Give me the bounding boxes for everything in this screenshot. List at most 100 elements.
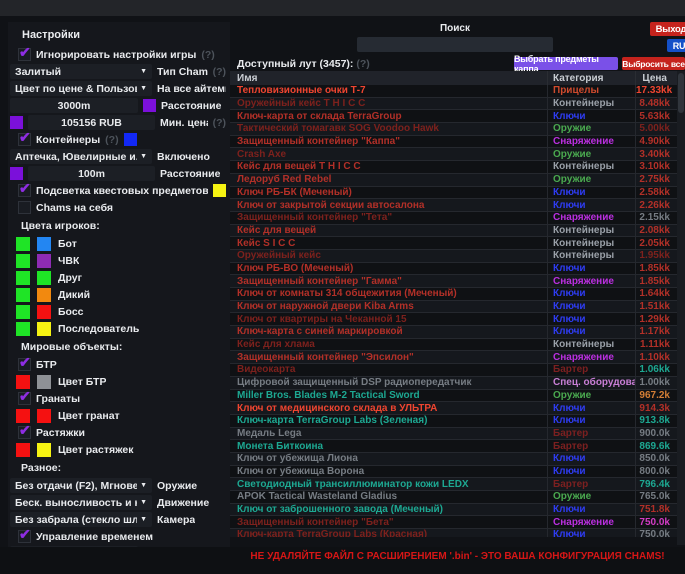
column-header-category[interactable]: Категория — [547, 71, 635, 85]
loot-row[interactable]: Miller Bros. Blades M-2 Tactical Sword Ор… — [230, 389, 677, 403]
color-boss-swatch-1[interactable] — [16, 304, 30, 319]
min-price-color-swatch[interactable] — [10, 116, 23, 129]
tripwires-checkbox[interactable]: ✔ — [18, 422, 31, 439]
chams-type-select[interactable]: Залитый ▼ — [10, 64, 152, 79]
color-scav-swatch-2[interactable] — [37, 287, 51, 302]
item-name-cell: Тактический томагавк SOG Voodoo Hawk — [237, 123, 439, 135]
color-btr-swatch-1[interactable] — [16, 374, 30, 389]
loot-row[interactable]: APOK Tactical Wasteland Gladius Оружие 765… — [230, 491, 677, 504]
movement-mods-select[interactable]: Беск. выносливость и нет уста▼ — [10, 495, 152, 510]
loot-row[interactable]: Ключ-карта с синей маркировкой Ключи 1.17k… — [230, 326, 677, 339]
items-distance-color-swatch[interactable] — [143, 99, 156, 112]
column-header-name[interactable]: Имя — [237, 72, 258, 84]
time-control-checkbox[interactable]: ✔ — [18, 526, 31, 543]
loot-row[interactable]: Ключ от комнаты 314 общежития (Меченый) К… — [230, 288, 677, 301]
grenades-checkbox[interactable]: ✔ — [18, 388, 31, 405]
loot-row[interactable]: Видеокарта Бартер 1.06kk — [230, 364, 677, 377]
scrollbar-thumb[interactable] — [678, 73, 684, 113]
loot-row[interactable]: Ключ от наружной двери Kiba Arms Ключи 1.5… — [230, 300, 677, 314]
loot-row[interactable]: Ключ от медицинского склада в УЛЬТРА Ключ… — [230, 402, 677, 415]
item-name-cell: Медаль Lega — [237, 427, 302, 439]
camera-mods-select[interactable]: Без забрала (стекло шлема)▼ — [10, 512, 152, 527]
item-name-cell: Защищенный контейнер "Каппа" — [237, 136, 400, 148]
quest-items-highlight-color-swatch[interactable] — [213, 184, 226, 197]
color-grenades-swatch-1[interactable] — [16, 408, 30, 423]
search-input[interactable] — [357, 37, 553, 52]
loot-row[interactable]: Защищенный контейнер "Тета" Снаряжение 2.1… — [230, 211, 677, 225]
color-bot-swatch-1[interactable] — [16, 236, 30, 251]
color-boss-swatch-2[interactable] — [37, 304, 51, 319]
loot-row[interactable]: Ключ от заброшенного завода (Меченый) Клю… — [230, 503, 677, 517]
loot-row[interactable]: Ключ от убежища Лиона Ключи 850.0k — [230, 452, 677, 466]
color-pmc-swatch-2[interactable] — [37, 253, 51, 268]
select-kappa-items-button[interactable]: Выбрать предметы каппа — [514, 54, 618, 74]
min-price-input[interactable]: 105156 RUB — [28, 115, 155, 130]
loot-row[interactable]: Ключ РБ-ВО (Меченый) Ключи 1.85kk — [230, 262, 677, 276]
loot-row[interactable]: Ключ от закрытой секции автосалона Ключи 2… — [230, 199, 677, 212]
quest-items-highlight-checkbox[interactable]: ✔ — [18, 180, 31, 197]
loot-row[interactable]: Медаль Lega Бартер 900.0k — [230, 427, 677, 441]
color-scav-swatch-1[interactable] — [16, 287, 30, 302]
loot-row[interactable]: Монета Биткоина Бартер 869.6k — [230, 440, 677, 453]
color-boss-label: Босс — [58, 305, 84, 318]
loot-row[interactable]: Защищенный контейнер "Эпсилон" Снаряжение… — [230, 351, 677, 365]
color-tripwires-swatch-2[interactable] — [37, 442, 51, 457]
color-follower-swatch-2[interactable] — [37, 321, 51, 336]
items-distance-label: Расстояние — [161, 99, 222, 112]
loot-row[interactable]: Ключ от квартиры на Чеканной 15 Ключи 1.29… — [230, 313, 677, 327]
loot-row[interactable]: Оружейный кейс Контейнеры 1.95kk — [230, 249, 677, 263]
color-friend-swatch-2[interactable] — [37, 270, 51, 285]
loot-row[interactable]: Кейс S I C C Контейнеры 2.05kk — [230, 237, 677, 250]
table-scrollbar[interactable] — [677, 71, 685, 545]
loot-row[interactable]: Кейс для хлама Контейнеры 1.11kk — [230, 338, 677, 352]
items-distance-input[interactable]: 3000m — [10, 98, 138, 113]
color-btr-swatch-2[interactable] — [37, 374, 51, 389]
loot-row[interactable]: Защищенный контейнер "Бета" Снаряжение 750… — [230, 516, 677, 530]
loot-row[interactable]: Ключ от убежища Ворона Ключи 800.0k — [230, 465, 677, 479]
color-pmc-swatch-1[interactable] — [16, 253, 30, 268]
item-category-cell: Оружие — [547, 491, 635, 503]
language-button[interactable]: RU — [667, 39, 685, 52]
loot-row[interactable]: Crash Axe Оружие 3.40kk — [230, 148, 677, 162]
item-name-cell: Видеокарта — [237, 364, 296, 376]
loot-row[interactable]: Оружейный кейс T H I C C Контейнеры 8.48kk — [230, 97, 677, 111]
color-bot-row: Бот — [8, 235, 230, 252]
weapon-mods-select[interactable]: Без отдачи (F2), Мгновенное п▼ — [10, 478, 152, 493]
loot-row[interactable]: Ключ-карта TerraGroup Labs (Красная) Ключ… — [230, 529, 677, 537]
btr-checkbox[interactable]: ✔ — [18, 354, 31, 371]
item-category-cell: Ключи — [547, 300, 635, 313]
containers-color-swatch[interactable] — [123, 133, 137, 146]
chevron-down-icon: ▼ — [140, 85, 147, 92]
all-items-mode-select[interactable]: Цвет по цене & Пользователь▼ — [10, 81, 152, 96]
loot-row[interactable]: Ледоруб Red Rebel Оружие 2.75kk — [230, 173, 677, 187]
color-grenades-swatch-2[interactable] — [37, 408, 51, 423]
loot-row[interactable]: Светодиодный трансиллюминатор кожи LEDX Б… — [230, 478, 677, 491]
item-category-cell: Бартер — [547, 478, 635, 490]
ignore-game-settings-checkbox[interactable]: ✔ — [18, 44, 31, 61]
loot-row[interactable]: Тепловизионные очки Т-7 Прицелы 17.33kk — [230, 85, 677, 98]
loot-row[interactable]: Кейс для вещей T H I C C Контейнеры 3.10kk — [230, 161, 677, 174]
drop-all-button[interactable]: Выбросить все — [622, 57, 685, 70]
containers-checkbox[interactable]: ✔ — [18, 129, 31, 146]
item-category-cell: Снаряжение — [547, 275, 635, 287]
loot-row[interactable]: Защищенный контейнер "Гамма" Снаряжение 1.… — [230, 275, 677, 288]
column-header-price[interactable]: Цена — [635, 71, 677, 85]
chams-self-checkbox[interactable] — [18, 201, 31, 214]
containers-distance-input[interactable]: 100m — [28, 166, 155, 181]
loot-row[interactable]: Защищенный контейнер "Каппа" Снаряжение 4.… — [230, 135, 677, 149]
loot-row[interactable]: Ключ-карта от склада TerraGroup Ключи 5.63… — [230, 110, 677, 124]
loot-row[interactable]: Цифровой защищенный DSP радиопередатчик С… — [230, 376, 677, 390]
color-tripwires-swatch-1[interactable] — [16, 442, 30, 457]
containers-filter-select[interactable]: Аптечка, Ювелирные и... ▼ — [10, 149, 152, 164]
color-friend-swatch-1[interactable] — [16, 270, 30, 285]
color-follower-swatch-1[interactable] — [16, 321, 30, 336]
loot-row[interactable]: Кейс для вещей Контейнеры 2.08kk — [230, 224, 677, 238]
containers-distance-color-swatch[interactable] — [10, 167, 23, 180]
item-category-cell: Контейнеры — [547, 161, 635, 173]
color-bot-swatch-2[interactable] — [37, 236, 51, 251]
color-friend-row: Друг — [8, 269, 230, 286]
loot-row[interactable]: Тактический томагавк SOG Voodoo Hawk Оруж… — [230, 123, 677, 136]
exit-button[interactable]: Выход — [650, 22, 685, 36]
loot-row[interactable]: Ключ-карта TerraGroup Labs (Зеленая) Ключ… — [230, 414, 677, 428]
loot-row[interactable]: Ключ РБ-БК (Меченый) Ключи 2.58kk — [230, 186, 677, 200]
